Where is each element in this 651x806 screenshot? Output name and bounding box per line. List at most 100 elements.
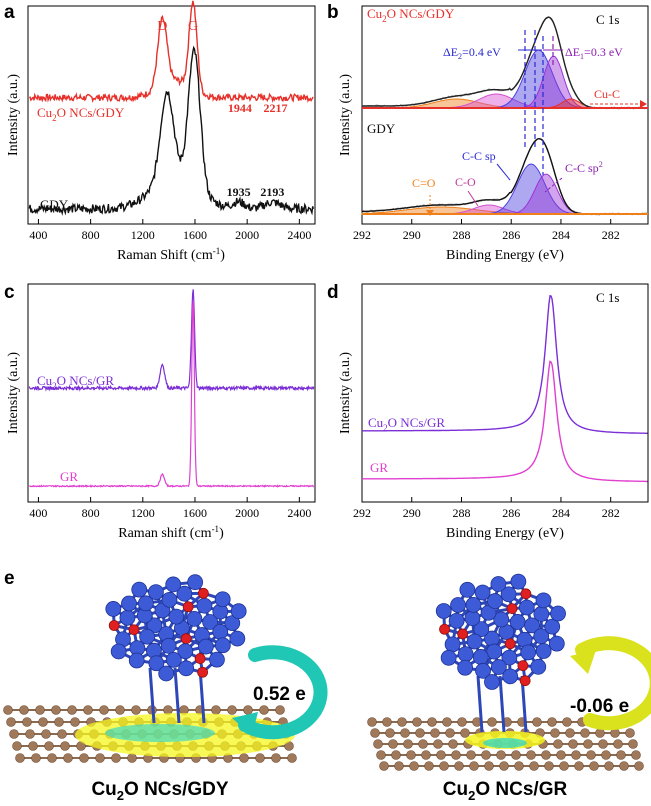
xtick-label: 2400 [287,506,311,520]
carbon-atom [574,761,584,771]
carbon-atom [580,728,590,738]
carbon-atom [430,728,440,738]
carbon-atom [79,753,89,763]
carbon-atom [466,750,476,760]
ylabel-b: Intensity (a.u.) [338,74,353,156]
legend-gdy-a: GDY [40,197,69,212]
carbon-atom [532,717,542,727]
charge-value-right: -0.06 e [570,696,629,717]
copper-atom [105,601,122,617]
carbon-atom [412,717,422,727]
copper-atom [474,584,491,601]
plot-frame-c [27,283,316,503]
plot-frame-d [361,283,649,503]
series-line-a-1 [28,45,315,216]
xtick-label: 1200 [131,228,155,242]
annotation-2217: 2217 [263,101,287,115]
carbon-atom [544,761,554,771]
xtick-label: 400 [29,506,47,520]
carbon-atom [275,705,285,715]
c-eq-o-arrowhead [426,210,434,216]
carbon-atom [451,750,461,760]
legend-gr-c: GR [60,469,78,484]
delta-e2-label: ΔE2=0.4 eV [443,45,501,61]
copper-atom [176,585,193,602]
carbon-atom [95,753,105,763]
copper-atom [465,596,482,613]
copper-atom [520,644,537,661]
oxygen-atom [128,624,140,636]
copper-atom [214,591,231,608]
oxygen-atom [506,603,518,614]
carbon-atom [131,705,141,715]
xtick-label: 288 [452,506,470,520]
oxygen-atom [520,588,532,600]
c-o-label: C-O [455,175,476,189]
series-a [28,0,315,216]
copper-atom [146,617,163,634]
carbon-atom [604,761,614,771]
carbon-atom [111,753,121,763]
carbon-atom [391,750,401,760]
copper-atom [500,586,517,603]
carbon-atom [9,729,19,739]
xtick-label: 284 [552,228,570,242]
carbon-atom [436,750,446,760]
carbon-atom [227,705,237,715]
carbon-atom [481,750,491,760]
copper-atom [464,610,481,627]
copper-atom [472,649,489,665]
carbon-atom [631,750,641,760]
xtick-label: 290 [403,228,421,242]
carbon-atom [255,753,265,763]
copper-atom [230,603,247,620]
copper-atom [202,614,219,630]
carbon-atom [418,739,428,749]
xtick-label: 292 [353,506,371,520]
carbon-atom [44,741,54,751]
carbon-atom [469,761,479,771]
carbon-atom [529,761,539,771]
cluster-leg [476,675,484,733]
carbon-atom [598,739,608,749]
copper-atom [161,591,178,608]
carbon-atom [376,750,386,760]
series-b [361,16,648,216]
carbon-atom [526,750,536,760]
charge-transfer-arrowhead-left [232,712,258,736]
series-line-d-0 [362,294,648,434]
carbon-atom [457,717,467,727]
series-d [362,294,648,483]
series-line-c-1 [28,300,315,489]
copper-atom [530,658,547,675]
copper-atom [450,597,466,613]
charge-loss-region-right [483,738,527,748]
carbon-atom [433,739,443,749]
charge-transfer-arrowhead-right [570,650,596,674]
carbon-atom [406,750,416,760]
annotation-1935: 1935 [227,185,251,199]
peak-label-g: G [188,19,198,34]
charge-value-left: 0.52 e [253,684,306,705]
xlabel-b: Binding Energy (eV) [446,248,564,263]
carbon-atom [6,717,16,727]
c-o-pointer [467,190,479,207]
carbon-atom [15,753,25,763]
carbon-atom [619,761,629,771]
carbon-atom [51,705,61,715]
carbon-atom [211,705,221,715]
carbon-atom [163,705,173,715]
carbon-atom [400,728,410,738]
copper-atom [197,638,214,655]
copper-atom [440,649,457,666]
carbon-atom [559,761,569,771]
panel-label-b: b [327,2,339,23]
oxygen-atom [519,675,531,687]
cu-c-arrowhead [640,100,647,108]
carbon-atom [454,761,464,771]
carbon-atom [57,729,67,739]
carbon-atom [373,739,383,749]
carbon-atom [565,728,575,738]
copper-atom [486,643,503,660]
oxygen-atom [197,587,209,599]
